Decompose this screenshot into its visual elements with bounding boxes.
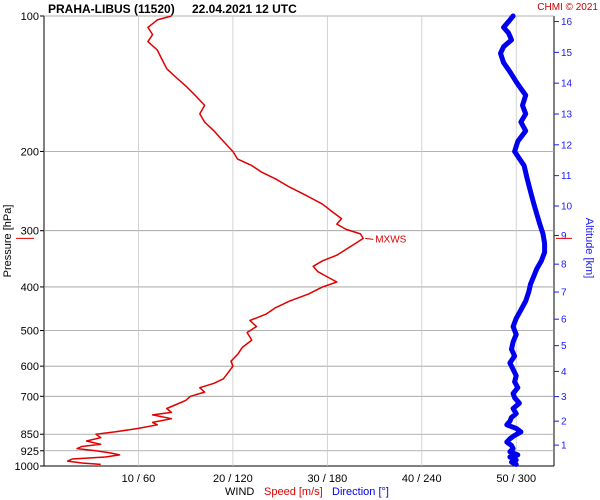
wind-tick-label: 30 / 180 xyxy=(307,473,347,485)
grid-lines xyxy=(44,15,554,466)
altitude-tick-label: 16 xyxy=(561,17,573,28)
station-title: PRAHA-LIBUS (11520) xyxy=(48,2,175,16)
altitude-tick-label: 10 xyxy=(561,201,573,212)
wind-tick-label: 50 / 300 xyxy=(496,473,536,485)
altitude-tick-label: 15 xyxy=(561,48,573,59)
pressure-tick-label: 1000 xyxy=(15,461,39,473)
altitude-tick-label: 7 xyxy=(561,288,567,299)
altitude-tick-label: 12 xyxy=(561,140,573,151)
altitude-tick-label: 2 xyxy=(561,417,567,428)
altitude-tick-label: 1 xyxy=(561,441,567,452)
wind-tick-label: 20 / 120 xyxy=(213,473,253,485)
x-axis-title-direction: Direction [°] xyxy=(332,486,389,498)
altitude-tick-label: 6 xyxy=(561,315,567,326)
pressure-tick-label: 925 xyxy=(21,446,39,458)
y-axis-title: Pressure [hPa] xyxy=(2,205,14,278)
pressure-tick-label: 300 xyxy=(21,226,39,238)
pressure-tick-label: 700 xyxy=(21,391,39,403)
mxws-pointer xyxy=(365,237,374,240)
altitude-axis-title: Altitude [km] xyxy=(583,218,595,279)
date-time-title: 22.04.2021 12 UTC xyxy=(192,2,297,16)
altitude-tick-label: 13 xyxy=(561,109,573,120)
pressure-tick-label: 850 xyxy=(21,429,39,441)
altitude-tick-label: 11 xyxy=(561,171,572,182)
wind-tick-label: 40 / 240 xyxy=(402,473,442,485)
pressure-tick-label: 400 xyxy=(21,282,39,294)
pressure-tick-label: 600 xyxy=(21,361,39,373)
altitude-tick-label: 14 xyxy=(561,79,573,90)
direction-series-line xyxy=(498,13,548,467)
x-axis-title-wind: WIND xyxy=(225,486,254,498)
altitude-tick-label: 8 xyxy=(561,260,567,271)
altitude-tick-label: 9 xyxy=(561,231,567,242)
mxws-label: MXWS xyxy=(375,234,406,245)
altitude-tick-label: 4 xyxy=(561,367,567,378)
x-axis-title-speed: Speed [m/s] xyxy=(264,486,323,498)
wind-tick-label: 10 / 60 xyxy=(122,473,156,485)
altitude-tick-label: 5 xyxy=(561,341,567,352)
pressure-tick-label: 500 xyxy=(21,326,39,338)
pressure-tick-label: 100 xyxy=(21,11,39,23)
altitude-tick-label: 3 xyxy=(561,392,567,403)
pressure-tick-label: 200 xyxy=(21,146,39,158)
speed-series-line xyxy=(66,15,364,466)
copyright-label: CHMI © 2021 xyxy=(537,2,598,13)
